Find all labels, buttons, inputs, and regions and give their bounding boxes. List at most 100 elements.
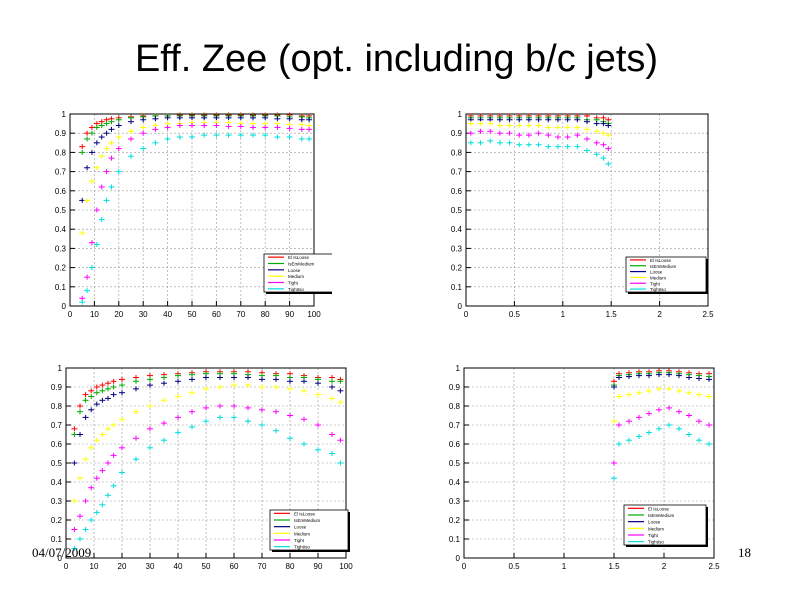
y-tick-label: 0.3 — [451, 244, 463, 253]
y-tick-label: 0.2 — [51, 516, 63, 525]
y-tick-label: 0.1 — [51, 535, 63, 544]
y-tick-label: 0.8 — [451, 148, 463, 157]
legend-label: TightIso — [288, 287, 304, 292]
x-tick-label: 20 — [114, 310, 123, 319]
y-tick-label: 0.1 — [451, 283, 463, 292]
y-tick-label: 0.3 — [51, 497, 63, 506]
legend-label: IsEmMedium — [294, 518, 321, 523]
y-tick-label: 0.9 — [51, 383, 63, 392]
x-tick-label: 1 — [562, 562, 567, 571]
y-tick-label: 0.4 — [449, 478, 461, 487]
y-tick-label: 0.1 — [55, 283, 67, 292]
legend-label: TightIso — [648, 540, 664, 545]
x-tick-label: 40 — [163, 310, 172, 319]
x-tick-label: 2.5 — [702, 310, 714, 319]
x-tick-label: 2.5 — [708, 562, 720, 571]
legend-box — [263, 253, 332, 293]
legend-label: Loose — [288, 268, 301, 273]
x-tick-label: 2 — [657, 310, 662, 319]
y-tick-label: 0.5 — [55, 206, 67, 215]
y-tick-label: 0.2 — [55, 264, 67, 273]
x-tick-label: 1.5 — [606, 310, 618, 319]
legend-label: Loose — [294, 525, 307, 530]
y-tick-label: 0.9 — [449, 383, 461, 392]
x-tick-label: 0 — [68, 310, 73, 319]
legend-label: El IsLoose — [294, 511, 316, 516]
slide-page-number: 18 — [738, 545, 751, 560]
y-tick-label: 0.8 — [51, 402, 63, 411]
legend-label: Medium — [294, 531, 310, 536]
y-tick-label: 1 — [458, 110, 463, 119]
x-tick-label: 20 — [118, 562, 127, 571]
y-tick-label: 0.7 — [51, 421, 63, 430]
slide-title: Eff. Zee (opt. including b/c jets) — [134, 38, 659, 80]
efficiency-vs-eta-panel-top-right: 0 0.1 0.2 0.3 0.4 0.5 0.6 0.7 0.8 0.9 1 0 0.5 1 1.5 2 2.… — [430, 92, 726, 324]
x-tick-label: 60 — [230, 562, 239, 571]
legend-label: Tight — [294, 538, 305, 543]
chart-svg: 00.10.20.30.40.50.60.70.80.910 10 20 30 40 50… — [42, 92, 332, 324]
legend-label: Loose — [650, 270, 663, 275]
legend-label: El IsLoose — [648, 506, 670, 511]
x-tick-label: 30 — [139, 310, 148, 319]
efficiency-vs-eta-panel-bottom-right: 0 0.1 0.2 0.3 0.4 0.5 0.6 0.7 0.8 0.9 1 0 0.5 1 1.5 2 2.… — [428, 350, 728, 580]
y-tick-label: 0.8 — [55, 148, 67, 157]
x-tick-label: 0.5 — [509, 310, 521, 319]
x-tick-label: 70 — [258, 562, 267, 571]
legend-label: Medium — [650, 275, 666, 280]
x-tick-label: 40 — [174, 562, 183, 571]
x-tick-label: 2 — [662, 562, 667, 571]
chart-svg: 0 0.1 0.2 0.3 0.4 0.5 0.6 0.7 0.8 0.9 1 0 0.5 1 1.5 2 2.… — [428, 350, 728, 580]
y-tick-label: 0.3 — [55, 244, 67, 253]
y-tick-label: 0.4 — [451, 225, 463, 234]
efficiency-vs-et-panel-top-left: 0 0.1 0.2 0.3 0.4 0.5 0.6 0.7 0.8 0.9 1 0 10 20 30 40 50… — [42, 92, 332, 324]
legend-label: Medium — [648, 526, 664, 531]
y-tick-label: 1 — [58, 364, 63, 373]
legend-label: Tight — [648, 533, 659, 538]
y-tick-label: 0.9 — [451, 129, 463, 138]
slide-date: 04/07/2009 — [32, 545, 92, 560]
legend-label: TightIso — [294, 545, 310, 550]
legend-label: El IsLoose — [288, 255, 310, 260]
y-tick-label: 0.3 — [449, 497, 461, 506]
chart-svg: 00.10.20.30.40.50.60.70.80.910 10 20 30 40 50… — [34, 350, 354, 580]
y-tick-label: 0.2 — [451, 264, 463, 273]
y-tick-label: 0.5 — [51, 459, 63, 468]
y-tick-label: 0.7 — [451, 168, 463, 177]
x-tick-label: 50 — [188, 310, 197, 319]
y-tick-label: 0 — [62, 302, 67, 311]
x-tick-label: 60 — [212, 310, 221, 319]
y-tick-label: 0.7 — [55, 168, 67, 177]
legend-label: El IsLoose — [650, 258, 672, 263]
x-tick-label: 100 — [307, 310, 321, 319]
x-tick-label: 0 — [64, 562, 69, 571]
legend-label: IsEmMedium — [648, 513, 675, 518]
x-tick-label: 1.5 — [608, 562, 620, 571]
legend-label: IsEmMedium — [650, 264, 677, 269]
y-tick-label: 0.6 — [55, 187, 67, 196]
y-tick-label: 0.7 — [449, 421, 461, 430]
y-tick-label: 0.5 — [449, 459, 461, 468]
y-tick-label: 0 — [458, 302, 463, 311]
legend-box — [623, 504, 707, 546]
x-tick-label: 100 — [339, 562, 353, 571]
legend-box — [269, 509, 349, 551]
x-tick-label: 90 — [314, 562, 323, 571]
y-tick-label: 1 — [62, 110, 67, 119]
legend-label: TightIso — [650, 287, 666, 292]
x-tick-label: 0.5 — [508, 562, 520, 571]
y-tick-label: 0.1 — [449, 535, 461, 544]
legend-label: Loose — [648, 520, 661, 525]
x-tick-label: 30 — [146, 562, 155, 571]
x-tick-label: 80 — [261, 310, 270, 319]
y-tick-label: 0.9 — [55, 129, 67, 138]
y-tick-label: 0.4 — [51, 478, 63, 487]
y-tick-label: 0.5 — [451, 206, 463, 215]
x-tick-label: 1 — [561, 310, 566, 319]
legend-label: Tight — [288, 281, 299, 286]
efficiency-vs-et-panel-bottom-left: 0 0.1 0.2 0.3 0.4 0.5 0.6 0.7 0.8 0.9 1 0 10 20 30 40 50… — [34, 350, 354, 580]
y-tick-label: 0.6 — [449, 440, 461, 449]
x-tick-label: 10 — [90, 562, 99, 571]
x-tick-label: 10 — [90, 310, 99, 319]
legend-label: IsEmMedium — [288, 262, 315, 267]
y-tick-label: 0.4 — [55, 225, 67, 234]
